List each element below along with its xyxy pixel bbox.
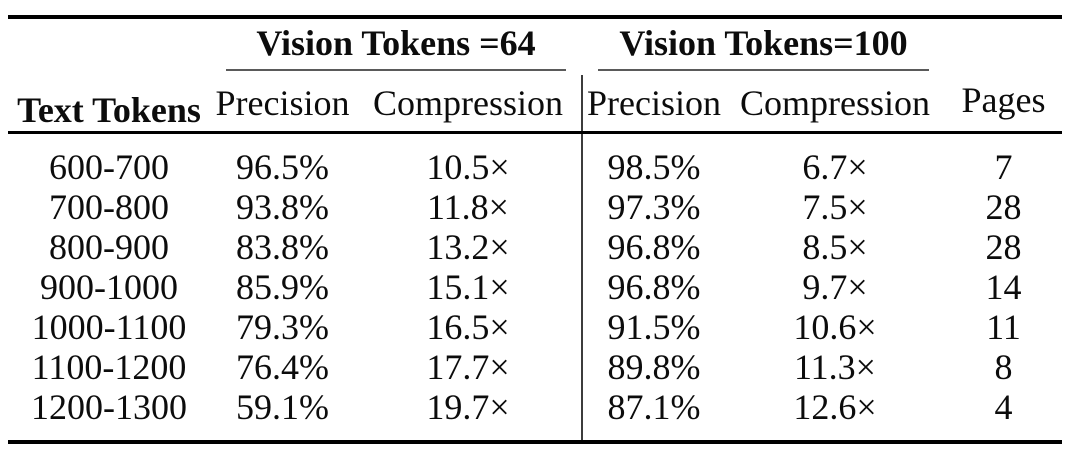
cell-text-tokens: 1100-1200 xyxy=(31,347,187,387)
cell-vt64-precision: 76.4% xyxy=(236,347,329,387)
cell-vt64-precision: 85.9% xyxy=(236,267,329,307)
cell-vt64-precision: 93.8% xyxy=(236,187,329,227)
cell-vt64-precision: 83.8% xyxy=(236,227,329,267)
results-table: Text Tokens Vision Tokens =64 Vision Tok… xyxy=(8,15,1062,444)
table-header: Text Tokens Vision Tokens =64 Vision Tok… xyxy=(8,17,1062,133)
cell-text-tokens: 1000-1100 xyxy=(31,307,187,347)
col-group-vision-tokens-64: Vision Tokens =64 xyxy=(210,17,582,75)
table-body: 600-700 96.5% 10.5× 98.5% 6.7× 7 700-800 93.8% 1… xyxy=(8,132,1062,442)
cell-vt64-compression: 10.5× xyxy=(426,147,510,187)
cell-vt100-precision: 89.8% xyxy=(581,347,725,387)
cell-text-tokens: 900-1000 xyxy=(40,267,178,307)
cell-pages: 28 xyxy=(985,227,1022,267)
cell-vt100-precision: 98.5% xyxy=(581,132,725,187)
cell-text-tokens: 800-900 xyxy=(49,227,169,267)
cell-vt64-compression: 16.5× xyxy=(426,307,510,347)
cell-vt64-compression: 11.8× xyxy=(427,187,509,227)
cell-vt100-compression: 11.3× xyxy=(794,347,876,387)
col-group-vision-tokens-100: Vision Tokens=100 xyxy=(582,17,945,75)
cell-text-tokens: 700-800 xyxy=(49,187,169,227)
col-header-text-tokens: Text Tokens xyxy=(17,90,201,130)
table-row: 1200-1300 59.1% 19.7× 87.1% 12.6× 4 xyxy=(8,387,1062,442)
cell-pages: 7 xyxy=(994,147,1013,187)
cell-pages: 28 xyxy=(985,187,1022,227)
col-header-vt64-compression: Compression xyxy=(372,83,563,123)
table-row: 800-900 83.8% 13.2× 96.8% 8.5× 28 xyxy=(8,227,1062,267)
cell-text-tokens: 600-700 xyxy=(49,147,169,187)
cell-vt100-compression: 12.6× xyxy=(793,387,877,427)
col-header-vt100-compression: Compression xyxy=(739,83,930,123)
table-row: 900-1000 85.9% 15.1× 96.8% 9.7× 14 xyxy=(8,267,1062,307)
cell-vt64-compression: 15.1× xyxy=(426,267,510,307)
cell-vt64-compression: 19.7× xyxy=(426,387,510,427)
cell-text-tokens: 1200-1300 xyxy=(31,387,187,427)
cell-vt100-compression: 7.5× xyxy=(802,187,868,227)
cell-pages: 14 xyxy=(985,267,1022,307)
cell-pages: 4 xyxy=(994,387,1013,427)
cell-vt64-precision: 96.5% xyxy=(236,147,329,187)
table-row: 600-700 96.5% 10.5× 98.5% 6.7× 7 xyxy=(8,132,1062,187)
col-group-vision-tokens-100-label: Vision Tokens=100 xyxy=(598,19,929,71)
cell-vt100-compression: 9.7× xyxy=(802,267,868,307)
cell-vt100-compression: 6.7× xyxy=(802,147,868,187)
header-sub-row: Precision Compression Precision Compress… xyxy=(8,75,1062,133)
col-group-vision-tokens-64-label: Vision Tokens =64 xyxy=(226,19,566,71)
table-row: 700-800 93.8% 11.8× 97.3% 7.5× 28 xyxy=(8,187,1062,227)
cell-vt100-compression: 10.6× xyxy=(793,307,877,347)
cell-pages: 8 xyxy=(994,347,1013,387)
cell-vt64-precision: 79.3% xyxy=(236,307,329,347)
col-header-vt64-precision: Precision xyxy=(215,83,350,123)
table-row: 1100-1200 76.4% 17.7× 89.8% 11.3× 8 xyxy=(8,347,1062,387)
cell-pages: 11 xyxy=(986,307,1021,347)
cell-vt100-precision: 96.8% xyxy=(581,267,725,307)
header-group-row: Text Tokens Vision Tokens =64 Vision Tok… xyxy=(8,17,1062,130)
cell-vt100-precision: 91.5% xyxy=(581,307,725,347)
cell-vt100-precision: 96.8% xyxy=(581,227,725,267)
cell-vt64-compression: 17.7× xyxy=(426,347,510,387)
cell-vt100-compression: 8.5× xyxy=(802,227,868,267)
cell-vt100-precision: 87.1% xyxy=(581,387,725,442)
cell-vt64-precision: 59.1% xyxy=(236,387,329,427)
cell-vt64-compression: 13.2× xyxy=(426,227,510,267)
table-row: 1000-1100 79.3% 16.5× 91.5% 10.6× 11 xyxy=(8,307,1062,347)
cell-vt100-precision: 97.3% xyxy=(581,187,725,227)
col-header-vt100-precision: Precision xyxy=(581,75,725,133)
col-header-pages: Pages xyxy=(961,80,1046,120)
